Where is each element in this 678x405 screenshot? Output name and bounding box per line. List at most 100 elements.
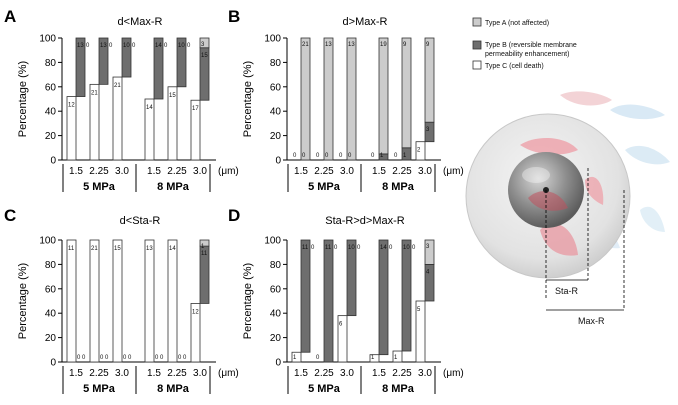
x-tick-label-b-1: 2.25 xyxy=(314,166,334,177)
count-label-c-1-type-a: 0 xyxy=(105,355,109,361)
bar-a-1-type-c xyxy=(89,83,100,161)
count-label-b-1-type-b: 0 xyxy=(325,153,329,159)
count-label-c-2-type-a: 0 xyxy=(128,355,132,361)
count-label-b-1-type-a: 13 xyxy=(325,42,332,48)
legend-label-type-a: Type A (not affected) xyxy=(485,20,549,27)
legend-swatch-type-a xyxy=(472,17,482,27)
count-label-b-0-type-c: 0 xyxy=(293,153,297,159)
group-label-b-8mpa: 8 MPa xyxy=(382,181,415,193)
bar-c-0-type-c xyxy=(66,239,77,363)
count-label-d-5-type-c: 5 xyxy=(417,307,421,313)
count-label-b-4-type-a: 9 xyxy=(403,42,407,48)
count-label-a-2-type-a: 0 xyxy=(132,43,136,49)
chart-title-c: d<Sta-R xyxy=(120,215,161,227)
bar-c-5-type-a xyxy=(199,239,210,247)
count-label-a-4-type-a: 0 xyxy=(187,43,191,49)
x-tick-label-b-5: 3.0 xyxy=(418,166,432,177)
count-label-b-2-type-b: 0 xyxy=(348,153,352,159)
x-tick-label-b-4: 2.25 xyxy=(392,166,412,177)
group-label-d-5mpa: 5 MPa xyxy=(308,383,341,395)
chart-title-a: d<Max-R xyxy=(118,16,163,28)
count-label-d-1-type-b: 11 xyxy=(325,245,332,251)
bar-a-0-type-c xyxy=(66,96,77,161)
count-label-a-3-type-c: 14 xyxy=(146,105,153,111)
y-tick-label-a-40: 40 xyxy=(45,107,57,118)
group-label-a-5mpa: 5 MPa xyxy=(83,181,116,193)
count-label-d-2-type-c: 6 xyxy=(339,322,343,328)
count-label-b-4-type-c: 0 xyxy=(394,153,398,159)
y-tick-label-c-20: 20 xyxy=(45,333,57,344)
y-tick-label-a-20: 20 xyxy=(45,131,57,142)
count-label-b-2-type-c: 0 xyxy=(339,153,343,159)
count-label-d-0-type-c: 1 xyxy=(293,355,297,361)
count-label-b-0-type-a: 21 xyxy=(302,42,309,48)
count-label-c-3-type-b: 0 xyxy=(155,355,159,361)
count-label-b-5-type-b: 3 xyxy=(426,127,430,133)
bar-a-5-type-a xyxy=(199,37,210,49)
y-tick-label-d-100: 100 xyxy=(264,236,281,247)
bar-d-0-type-c xyxy=(291,351,302,363)
cell-blue-upper-right xyxy=(610,104,665,120)
bar-d-1-type-b xyxy=(323,239,334,363)
cell-pink-inside-right xyxy=(585,176,604,205)
x-tick-label-d-1: 2.25 xyxy=(314,368,334,379)
count-label-a-0-type-a: 0 xyxy=(86,43,90,49)
y-axis-label-d: Percentage (%) xyxy=(242,263,254,339)
count-label-c-5-type-b: 11 xyxy=(201,251,208,257)
y-tick-label-b-60: 60 xyxy=(270,82,282,93)
group-label-b-5mpa: 5 MPa xyxy=(308,181,341,193)
bar-c-3-type-c xyxy=(144,239,155,363)
y-tick-label-c-60: 60 xyxy=(45,284,57,295)
count-label-c-0-type-b: 0 xyxy=(77,355,81,361)
bar-d-2-type-b xyxy=(346,239,357,317)
count-label-c-3-type-c: 13 xyxy=(146,246,153,252)
count-label-c-0-type-a: 0 xyxy=(82,355,86,361)
y-tick-label-d-0: 0 xyxy=(275,358,281,369)
count-label-d-4-type-c: 1 xyxy=(394,355,398,361)
group-label-c-8mpa: 8 MPa xyxy=(157,383,190,395)
x-tick-label-a-0: 1.5 xyxy=(69,166,83,177)
panel-label-c: C xyxy=(4,206,16,225)
count-label-a-3-type-b: 14 xyxy=(155,43,162,49)
y-tick-label-d-80: 80 xyxy=(270,260,282,271)
count-label-d-4-type-b: 10 xyxy=(403,245,410,251)
bar-d-4-type-c xyxy=(392,350,403,363)
count-label-a-3-type-a: 0 xyxy=(164,43,168,49)
panel-label-a: A xyxy=(4,7,16,26)
count-label-b-3-type-b: 1 xyxy=(380,153,384,159)
bar-b-1-type-a xyxy=(323,37,334,161)
count-label-d-5-type-a: 3 xyxy=(426,244,430,250)
bar-b-3-type-a xyxy=(378,37,389,155)
x-tick-label-a-3: 1.5 xyxy=(147,166,161,177)
cell-red-center xyxy=(528,191,568,211)
cell-pink-inside-bottom xyxy=(540,223,578,256)
count-label-d-2-type-a: 0 xyxy=(357,245,361,251)
x-tick-label-b-0: 1.5 xyxy=(294,166,308,177)
count-label-d-0-type-b: 11 xyxy=(302,245,309,251)
bar-a-4-type-c xyxy=(167,86,178,161)
count-label-a-2-type-c: 21 xyxy=(114,83,121,89)
x-tick-label-b-2: 3.0 xyxy=(340,166,354,177)
bar-a-3-type-c xyxy=(144,98,155,161)
y-tick-label-a-80: 80 xyxy=(45,58,57,69)
bar-c-1-type-c xyxy=(89,239,100,363)
count-label-c-5-type-c: 12 xyxy=(192,309,199,315)
count-label-b-1-type-c: 0 xyxy=(316,153,320,159)
x-tick-label-c-1: 2.25 xyxy=(89,368,109,379)
count-label-b-3-type-a: 19 xyxy=(380,42,387,48)
bar-c-2-type-c xyxy=(112,239,123,363)
chart-title-b: d>Max-R xyxy=(343,16,388,28)
bar-d-3-type-b xyxy=(378,239,389,356)
y-axis-label-c: Percentage (%) xyxy=(17,263,29,339)
bar-d-2-type-c xyxy=(337,315,348,363)
x-tick-label-d-0: 1.5 xyxy=(294,368,308,379)
count-label-a-2-type-b: 10 xyxy=(123,43,130,49)
count-label-c-1-type-b: 0 xyxy=(100,355,104,361)
bar-d-0-type-b xyxy=(300,239,311,353)
bubble-highlight xyxy=(522,167,550,183)
count-label-d-5-type-b: 4 xyxy=(426,269,430,275)
legend-swatch-type-c xyxy=(472,60,482,70)
